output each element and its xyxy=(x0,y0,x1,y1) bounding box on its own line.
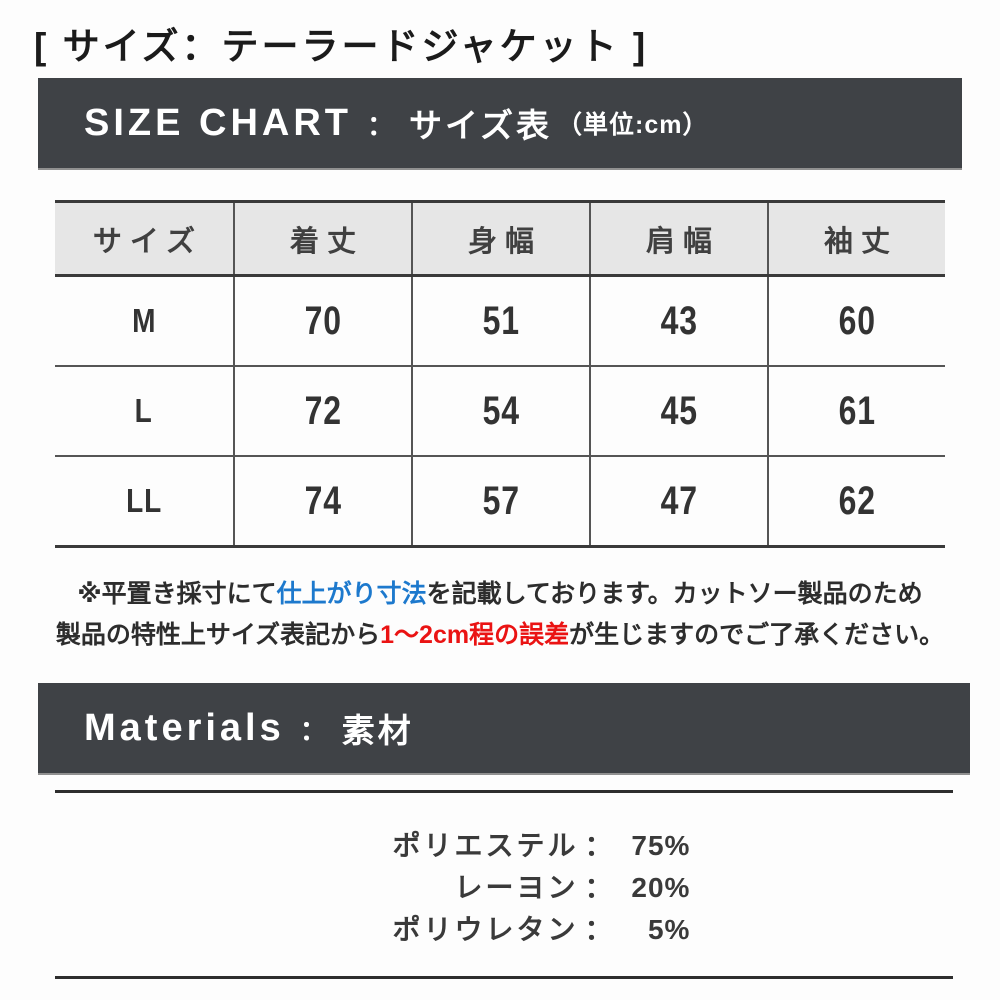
cell-number: 72 xyxy=(304,388,342,433)
column-header-sleeve: 袖丈 xyxy=(767,203,945,274)
cell-value: 70 xyxy=(233,277,411,365)
cell-value: 57 xyxy=(411,457,589,545)
note-text: 製品の特性上サイズ表記から xyxy=(55,621,381,649)
material-unit: % xyxy=(664,872,690,903)
cell-number: 45 xyxy=(660,388,698,433)
note-text: を記載しております。カットソー製品のため xyxy=(426,580,923,608)
column-header-length: 着丈 xyxy=(233,203,411,274)
table-row-l: L 72 54 45 61 xyxy=(55,367,945,457)
table-row-m: M 70 51 43 60 xyxy=(55,277,945,367)
cell-value: 45 xyxy=(589,367,767,455)
cell-number: 70 xyxy=(304,298,342,343)
materials-heading-en: Materials xyxy=(84,706,285,749)
size-label: LL xyxy=(126,482,162,519)
column-header-shoulder: 肩幅 xyxy=(589,203,767,274)
material-colon: ： xyxy=(584,830,613,861)
cell-number: 51 xyxy=(482,298,520,343)
measurement-note: ※平置き採寸にて仕上がり寸法を記載しております。カットソー製品のため 製品の特性… xyxy=(0,574,1000,656)
cell-number: 47 xyxy=(660,478,698,523)
cell-value: 47 xyxy=(589,457,767,545)
size-table: サイズ 着丈 身幅 肩幅 袖丈 M 70 51 43 60 L 72 54 45… xyxy=(55,200,945,548)
cell-size-m: M xyxy=(55,277,233,365)
material-value: 20 xyxy=(631,872,665,903)
cell-value: 51 xyxy=(411,277,589,365)
cell-number: 57 xyxy=(482,478,520,523)
materials-heading-separator: ： xyxy=(299,715,327,746)
cell-number: 61 xyxy=(838,388,876,433)
size-label: L xyxy=(134,392,153,429)
page-title: [ サイズ：テーラードジャケット ] xyxy=(34,26,649,67)
cell-value: 54 xyxy=(411,367,589,455)
material-name: ポリエステル xyxy=(392,830,579,861)
note-line-2: 製品の特性上サイズ表記から1〜2cm程の誤差が生じますのでご了承ください。 xyxy=(0,615,1000,656)
cell-value: 61 xyxy=(767,367,945,455)
cell-number: 60 xyxy=(838,298,876,343)
material-colon: ： xyxy=(584,914,613,945)
materials-heading-jp: 素材 xyxy=(341,712,414,749)
material-value: 75 xyxy=(631,830,665,861)
size-chart-heading-separator: ： xyxy=(367,110,394,141)
material-item-polyester: ポリエステル ： 75 % xyxy=(339,824,690,866)
size-chart-heading-jp: サイズ表 xyxy=(409,107,553,144)
size-label: M xyxy=(131,302,157,339)
column-header-width: 身幅 xyxy=(411,203,589,274)
materials-list: ポリエステル ： 75 % レーヨン ： 20 % ポリウレタン ： 5 % xyxy=(14,824,1000,950)
note-text: ※平置き採寸にて xyxy=(77,580,277,608)
material-item-rayon: レーヨン ： 20 % xyxy=(339,866,690,908)
material-name: ポリウレタン xyxy=(392,914,579,945)
materials-banner: Materials ： 素材 xyxy=(38,683,970,773)
material-value: 5 xyxy=(647,914,665,945)
cell-number: 54 xyxy=(482,388,520,433)
cell-number: 74 xyxy=(304,478,342,523)
cell-value: 62 xyxy=(767,457,945,545)
cell-number: 43 xyxy=(660,298,698,343)
materials-divider-line xyxy=(55,790,953,793)
cell-value: 74 xyxy=(233,457,411,545)
material-unit: % xyxy=(664,914,690,945)
cell-value: 43 xyxy=(589,277,767,365)
column-header-size: サイズ xyxy=(92,225,204,258)
note-highlight-blue: 仕上がり寸法 xyxy=(276,580,427,608)
cell-size-l: L xyxy=(55,367,233,455)
size-chart-heading-en: SIZE CHART xyxy=(84,101,352,144)
cell-number: 62 xyxy=(838,478,876,523)
cell-value: 72 xyxy=(233,367,411,455)
note-highlight-red: 1〜2cm程の誤差 xyxy=(380,621,570,649)
cell-size-ll: LL xyxy=(55,457,233,545)
material-colon: ： xyxy=(584,872,613,903)
cell-value: 60 xyxy=(767,277,945,365)
material-name: レーヨン xyxy=(454,872,579,903)
bottom-divider-line xyxy=(55,976,953,979)
size-chart-banner: SIZE CHART ： サイズ表 （単位:cm） xyxy=(38,78,962,168)
material-unit: % xyxy=(664,830,690,861)
note-text: が生じますのでご了承ください。 xyxy=(569,621,945,649)
size-chart-heading-unit: （単位:cm） xyxy=(557,111,709,139)
note-line-1: ※平置き採寸にて仕上がり寸法を記載しております。カットソー製品のため xyxy=(0,574,1000,615)
material-item-polyurethane: ポリウレタン ： 5 % xyxy=(339,908,690,950)
table-row-ll: LL 74 57 47 62 xyxy=(55,457,945,545)
size-table-header-row: サイズ 着丈 身幅 肩幅 袖丈 xyxy=(55,203,945,277)
